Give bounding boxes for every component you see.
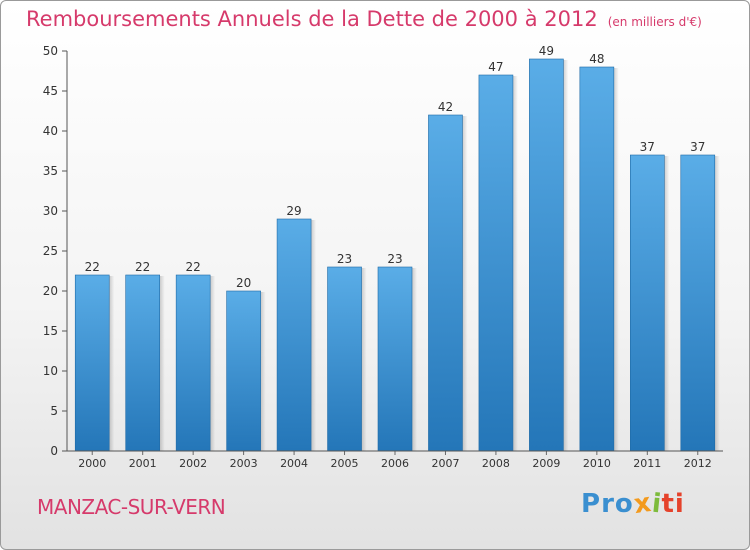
bar-shadow xyxy=(462,116,468,451)
data-label-2011: 37 xyxy=(640,140,655,154)
y-tick-label-50: 50 xyxy=(43,44,58,58)
logo-letter: t xyxy=(661,489,675,519)
data-label-2005: 23 xyxy=(337,252,352,266)
y-tick-label-25: 25 xyxy=(43,244,58,258)
bar-2003 xyxy=(226,290,261,452)
y-tick-label-45: 45 xyxy=(43,84,58,98)
bar-shadow xyxy=(361,268,367,451)
bar-2006 xyxy=(377,266,413,452)
bar-shadow xyxy=(512,76,518,451)
y-tick-label-20: 20 xyxy=(43,284,58,298)
place-name: MANZAC-SUR-VERN xyxy=(37,495,226,519)
bar-shadow xyxy=(714,156,720,451)
logo-letter: i xyxy=(674,489,685,519)
bar-shadow xyxy=(260,292,266,451)
bar-2005 xyxy=(327,266,362,452)
x-tick-label-2011: 2011 xyxy=(633,457,661,470)
bar-2002 xyxy=(175,274,211,452)
y-tick-label-40: 40 xyxy=(43,124,58,138)
bar-shadow xyxy=(109,276,115,451)
x-tick-label-2009: 2009 xyxy=(532,457,560,470)
bar-shadow xyxy=(311,220,317,451)
data-label-2009: 49 xyxy=(539,44,554,58)
bar-shadow xyxy=(664,156,670,451)
x-tick-label-2004: 2004 xyxy=(280,457,308,470)
y-tick-label-35: 35 xyxy=(43,164,58,178)
data-label-2010: 48 xyxy=(589,52,604,66)
bar-shadow xyxy=(613,68,619,451)
x-tick-label-2007: 2007 xyxy=(431,457,459,470)
data-label-2004: 29 xyxy=(286,204,301,218)
y-tick-label-15: 15 xyxy=(43,324,58,338)
x-tick-label-2008: 2008 xyxy=(482,457,510,470)
data-label-2012: 37 xyxy=(690,140,705,154)
x-tick-label-2000: 2000 xyxy=(78,457,106,470)
proxiti-logo: Proxiti xyxy=(581,488,685,523)
x-tick-label-2010: 2010 xyxy=(583,457,611,470)
logo-letter: r xyxy=(601,489,615,519)
bar-2000 xyxy=(74,274,110,452)
bar-2010 xyxy=(579,66,615,452)
bar-2011 xyxy=(630,154,665,452)
logo-letter: o xyxy=(614,489,634,519)
logo-letter: P xyxy=(581,489,602,519)
y-tick-label-30: 30 xyxy=(43,204,58,218)
data-label-2001: 22 xyxy=(135,260,150,274)
bar-shadow xyxy=(210,276,216,451)
y-tick-label-0: 0 xyxy=(50,444,58,458)
x-tick-label-2003: 2003 xyxy=(230,457,258,470)
bar-2004 xyxy=(276,218,312,452)
chart-title-text: Remboursements Annuels de la Dette de 20… xyxy=(26,7,598,31)
data-label-2006: 23 xyxy=(387,252,402,266)
data-label-2008: 47 xyxy=(488,60,503,74)
data-label-2002: 22 xyxy=(186,260,201,274)
chart-title: Remboursements Annuels de la Dette de 20… xyxy=(26,7,702,31)
x-tick-label-2001: 2001 xyxy=(129,457,157,470)
y-tick-label-10: 10 xyxy=(43,364,58,378)
y-tick-label-5: 5 xyxy=(50,404,58,418)
bars-layer: 22 22 22 20 29 23 23 42 47 49 48 37 37 xyxy=(74,44,720,452)
data-label-2007: 42 xyxy=(438,100,453,114)
chart-unit-note: (en milliers d'€) xyxy=(607,15,702,29)
bar-2008 xyxy=(478,74,514,452)
bar-shadow xyxy=(159,276,165,451)
bar-shadow xyxy=(563,60,569,451)
bar-2009 xyxy=(529,58,564,452)
bar-shadow xyxy=(412,268,417,451)
axis-layer: 2000 2001 2002 2003 2004 2005 2006 2007 2008 2009… xyxy=(43,44,723,470)
bar-2012 xyxy=(680,154,716,452)
x-tick-label-2005: 2005 xyxy=(331,457,359,470)
bar-2007 xyxy=(428,114,463,452)
x-tick-label-2006: 2006 xyxy=(381,457,409,470)
data-label-2003: 20 xyxy=(236,276,251,290)
bar-2001 xyxy=(125,274,160,452)
x-tick-label-2002: 2002 xyxy=(179,457,207,470)
x-tick-label-2012: 2012 xyxy=(684,457,712,470)
data-label-2000: 22 xyxy=(85,260,100,274)
